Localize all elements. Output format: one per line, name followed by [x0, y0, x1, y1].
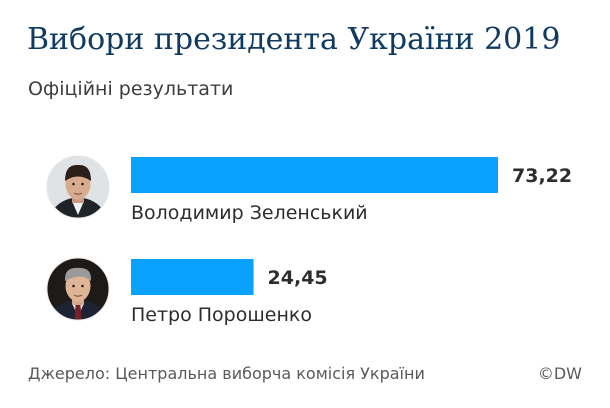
copyright-mark: ©DW [537, 364, 582, 383]
poroshenko-portrait-icon [46, 257, 110, 321]
source-note: Джерело: Центральна виборча комісія Укра… [28, 364, 425, 383]
category-label: Петро Порошенко [131, 304, 312, 326]
bar-poroshenko [131, 259, 254, 295]
value-label: 24,45 [268, 267, 328, 289]
category-label: Володимир Зеленський [131, 202, 368, 224]
chart-subtitle: Офіційні результати [28, 78, 234, 100]
chart-title: Вибори президента України 2019 [27, 22, 561, 57]
zelensky-portrait-icon [46, 155, 110, 219]
value-label: 73,22 [512, 165, 572, 187]
bar-zelensky [131, 157, 498, 193]
